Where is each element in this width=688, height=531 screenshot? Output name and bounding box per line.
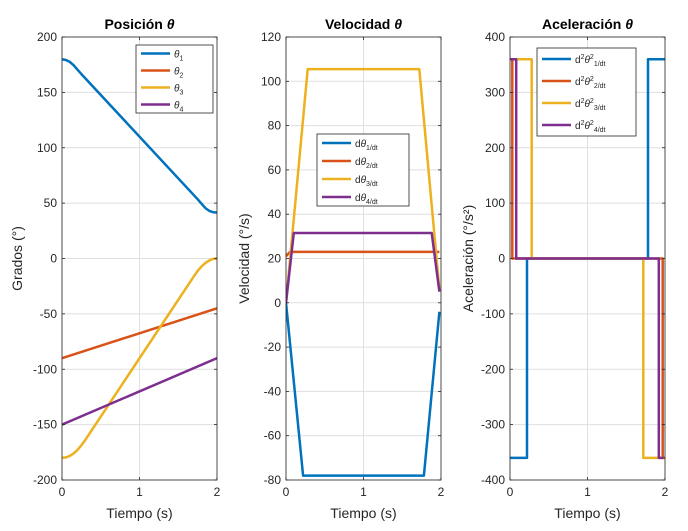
legend-box [536, 47, 637, 137]
y-axis-label: Velocidad (°/s) [236, 213, 252, 303]
y-tick-label: -40 [264, 384, 282, 398]
y-tick-label: 200 [485, 141, 505, 155]
legend-box [316, 133, 410, 207]
y-tick-label: 0 [274, 296, 281, 310]
y-tick-label: 0 [50, 252, 57, 266]
x-tick-label: 0 [507, 485, 514, 499]
y-tick-label: -80 [264, 473, 282, 487]
chart-3: 0 1 2 -400 -300 -200 -100 0 100 200 300 400 Acelerac… [460, 16, 669, 521]
series-line-3 [286, 67, 441, 303]
y-tick-label: -300 [481, 418, 505, 432]
legend-label: θ2 [174, 67, 183, 80]
y-tick-label: 150 [37, 85, 57, 99]
legend-label: θ3 [174, 84, 183, 97]
legend-box [135, 44, 214, 114]
y-tick-label: 80 [268, 119, 282, 133]
series-line-4 [62, 357, 217, 426]
y-tick-label: 200 [37, 30, 57, 44]
y-tick-label: -400 [481, 473, 505, 487]
series-line-1 [286, 302, 441, 477]
y-tick-label: 400 [485, 30, 505, 44]
y-tick-label: 120 [261, 30, 281, 44]
x-tick-label: 0 [283, 485, 290, 499]
y-tick-label: -200 [481, 362, 505, 376]
y-tick-label: 50 [44, 196, 58, 210]
y-axis-label: Grados (°) [9, 226, 25, 291]
y-tick-label: 300 [485, 85, 505, 99]
x-axis-label: Tiempo (s) [330, 505, 396, 521]
legend-label: θ1 [174, 50, 183, 63]
x-tick-label: 1 [584, 485, 591, 499]
legend-label: θ4 [174, 101, 183, 114]
series-line-4 [510, 57, 664, 460]
y-tick-label: -50 [40, 307, 58, 321]
x-tick-label: 1 [136, 485, 143, 499]
y-tick-label: 100 [485, 196, 505, 210]
legend: θ1 θ2 θ3 θ4 [135, 44, 214, 114]
x-axis-label: Tiempo (s) [554, 505, 620, 521]
y-tick-label: 100 [261, 74, 281, 88]
chart-2: 0 1 2 -80 -60 -40 -20 0 20 40 60 80 100 120 Velocidad … [236, 16, 445, 521]
y-tick-label: -60 [264, 429, 282, 443]
y-tick-label: 100 [37, 141, 57, 155]
chart-title: Posición θ [104, 16, 174, 32]
series-line-3 [62, 257, 217, 460]
x-tick-label: 1 [360, 485, 367, 499]
y-tick-label: 60 [268, 163, 282, 177]
y-tick-label: -20 [264, 340, 282, 354]
y-tick-label: -150 [33, 418, 57, 432]
series-line-2 [62, 307, 217, 360]
y-tick-label: 20 [268, 252, 282, 266]
y-tick-label: -200 [33, 473, 57, 487]
chart-title: Aceleración θ [542, 16, 633, 32]
x-axis-label: Tiempo (s) [106, 505, 172, 521]
y-tick-label: 0 [498, 252, 505, 266]
chart-title: Velocidad θ [325, 16, 402, 32]
y-tick-label: 40 [268, 207, 282, 221]
x-tick-label: 2 [438, 485, 445, 499]
x-tick-label: 2 [214, 485, 221, 499]
y-tick-label: -100 [33, 362, 57, 376]
x-tick-label: 0 [59, 485, 66, 499]
series-line-4 [286, 231, 441, 303]
series-line-1 [62, 57, 217, 214]
y-tick-label: -100 [481, 307, 505, 321]
y-axis-label: Aceleración (°/s²) [460, 205, 476, 313]
x-tick-label: 2 [662, 485, 669, 499]
chart-1: 0 1 2 -200 -150 -100 -50 0 50 100 150 200 Posición θ… [9, 16, 221, 521]
